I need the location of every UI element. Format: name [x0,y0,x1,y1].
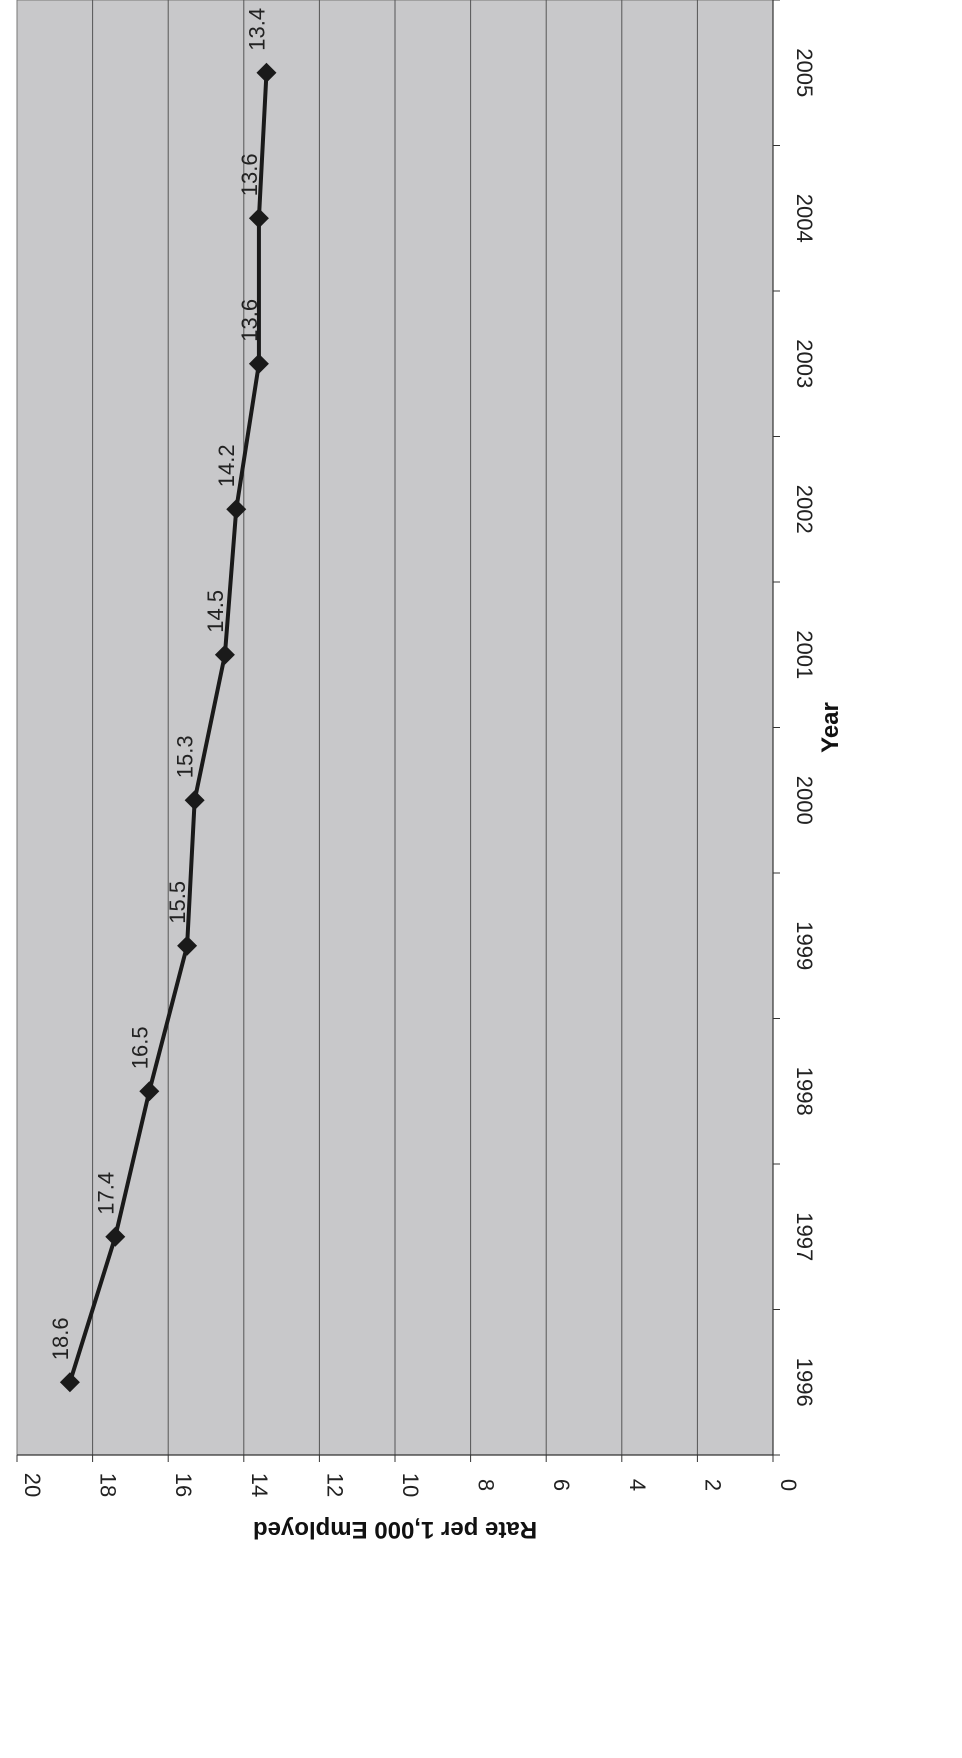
series-line [68,72,269,1383]
x-tick-label: 2005 [792,48,817,97]
data-point [105,1226,126,1247]
data-label: 15.5 [165,881,190,924]
y-tick-label: 18 [96,1473,121,1497]
y-tick-label: 10 [398,1473,423,1497]
data-point [248,353,269,374]
x-tick-label: 2004 [792,194,817,243]
y-tick-label: 2 [700,1479,725,1491]
x-tick-label: 1997 [792,1212,817,1261]
data-point [184,790,205,811]
y-tick-label: 16 [171,1473,196,1497]
data-point [256,62,277,83]
data-label: 18.6 [48,1317,73,1360]
series [59,62,277,1393]
y-tick-label: 4 [625,1479,650,1491]
y-tick-label: 12 [322,1473,347,1497]
data-point [248,208,269,229]
x-tick-label: 1998 [792,1067,817,1116]
x-tick-label: 1996 [792,1358,817,1407]
y-tick-label: 20 [20,1473,45,1497]
data-label: 13.6 [237,153,262,196]
x-tick-label: 2002 [792,485,817,534]
x-tick-label: 2003 [792,339,817,388]
data-label: 14.2 [214,444,239,487]
x-tick-label: 1999 [792,921,817,970]
data-point [59,1372,80,1393]
data-point [226,499,247,520]
data-point [139,1081,160,1102]
y-tick-label: 0 [776,1479,801,1491]
data-label: 16.5 [127,1026,152,1069]
data-labels: 18.6 17.4 16.5 15.5 15.3 14.5 14.2 13.6 13.6 13.4 [48,8,270,1360]
gridlines [92,0,698,1455]
data-label: 13.6 [237,299,262,342]
data-point [177,935,198,956]
x-axis-title: Year [817,702,844,753]
x-tick-label: 2000 [792,776,817,825]
y-tick-label: 8 [474,1479,499,1491]
data-label: 14.5 [203,590,228,633]
y-tick-label: 6 [549,1479,574,1491]
y-tick-label: 14 [247,1473,272,1497]
data-label: 13.4 [244,8,269,51]
data-label: 15.3 [173,735,198,778]
data-point [214,644,235,665]
x-tick-label: 2001 [792,630,817,679]
axes: 0 2 4 6 8 10 12 14 16 18 20 1996 1997 1998 1999 2000 200… [16,0,817,1497]
y-axis-title: Rate per 1,000 Employed [253,1516,537,1543]
data-label: 17.4 [93,1172,118,1215]
